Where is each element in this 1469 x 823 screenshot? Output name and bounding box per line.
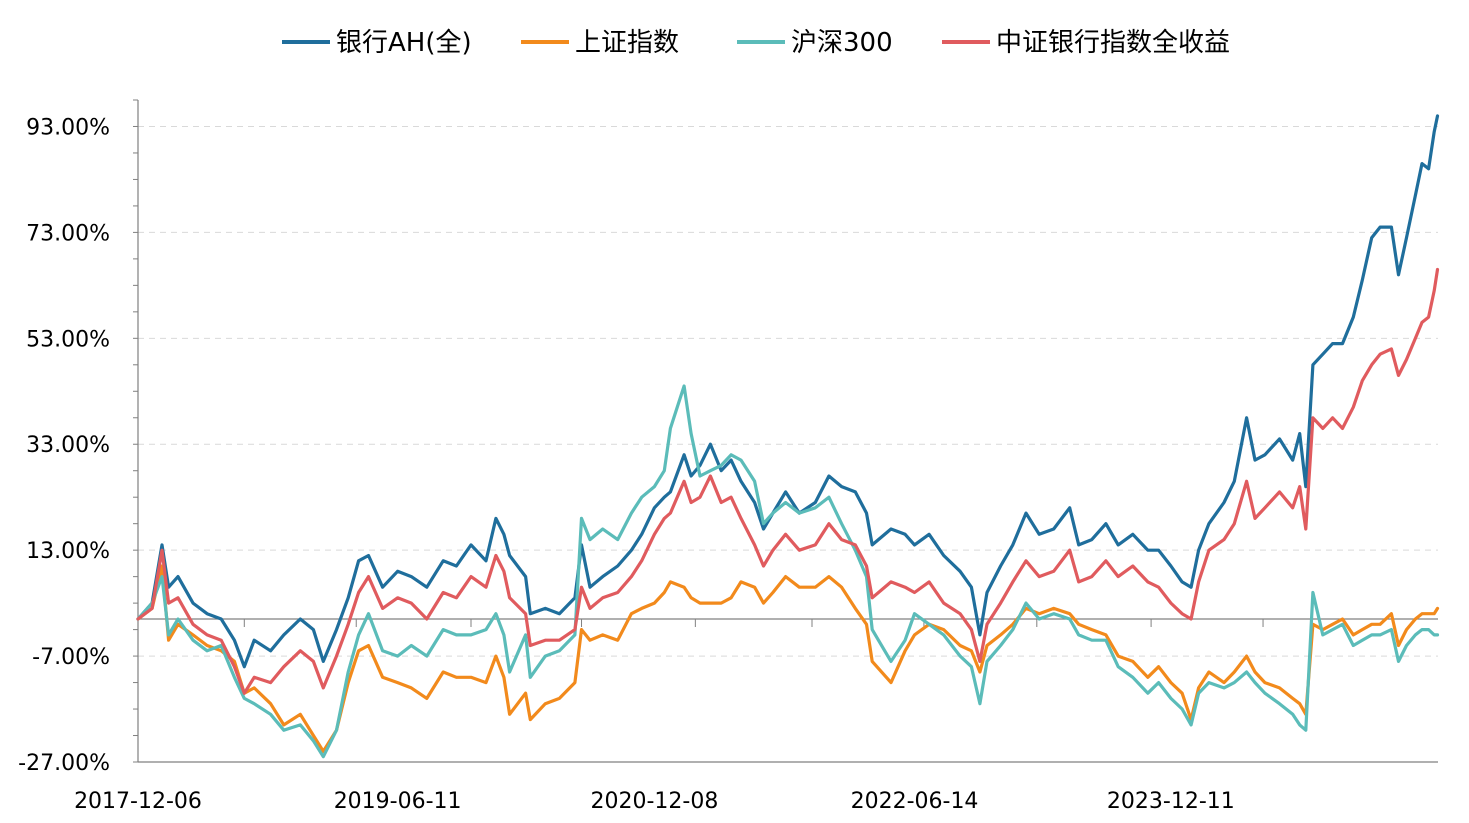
axes: -27.00% -7.00% 13.00% 33.00% 53.00% 73.00% 93.…	[18, 99, 1438, 814]
series-line-0	[136, 114, 1440, 669]
y-tick-label: -27.00%	[18, 751, 110, 776]
series-line-2	[136, 384, 1440, 759]
legend-label: 银行AH(全)	[336, 28, 472, 58]
x-tick-label: 2017-12-06	[74, 789, 202, 814]
y-tick-label: 13.00%	[26, 539, 110, 564]
legend-label: 上证指数	[575, 28, 679, 58]
x-tick-label: 2020-12-08	[590, 789, 718, 814]
y-tick-label: -7.00%	[32, 645, 110, 670]
y-tick-label: 93.00%	[26, 115, 110, 140]
series-line-3	[136, 267, 1440, 695]
series-lines	[136, 114, 1440, 759]
y-tick-label: 53.00%	[26, 327, 110, 352]
legend: 银行AH(全) 上证指数 沪深300 中证银行指数全收益	[282, 28, 1230, 58]
grid-lines	[138, 125, 1438, 657]
y-tick-label: 33.00%	[26, 433, 110, 458]
series-line-1	[136, 564, 1440, 754]
legend-label: 沪深300	[791, 28, 893, 58]
legend-label: 中证银行指数全收益	[996, 28, 1230, 58]
x-tick-label: 2022-06-14	[851, 789, 979, 814]
x-tick-label: 2023-12-11	[1107, 789, 1235, 814]
y-tick-label: 73.00%	[26, 221, 110, 246]
x-tick-label: 2019-06-11	[334, 789, 462, 814]
